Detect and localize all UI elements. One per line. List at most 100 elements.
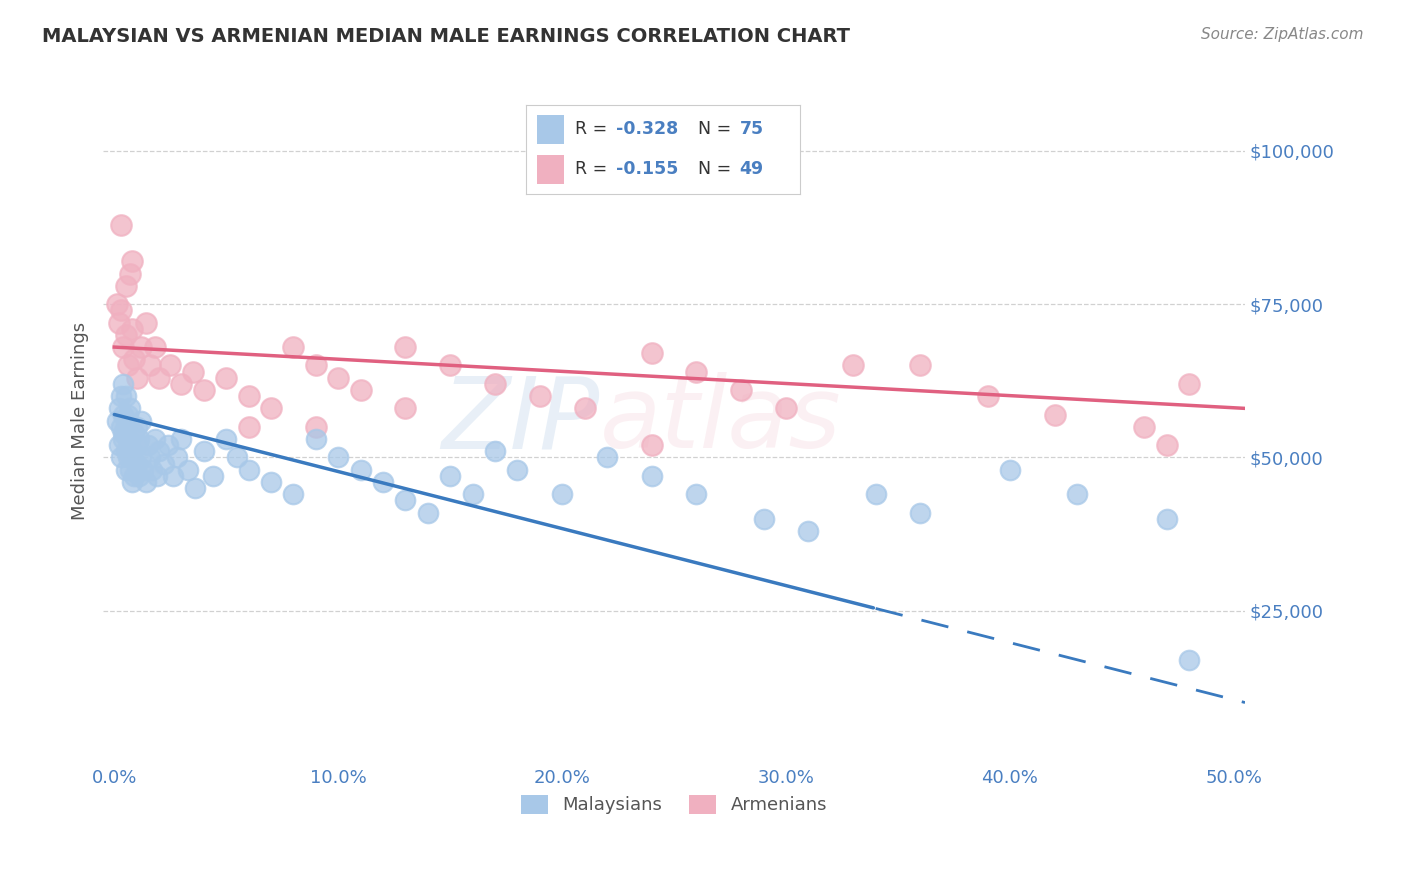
Point [110, 303, 132, 318]
Point [439, 468, 461, 483]
Point [143, 432, 166, 446]
Point [146, 468, 169, 483]
Point [506, 463, 529, 477]
Point [226, 450, 249, 465]
Point [775, 401, 797, 416]
Point [129, 450, 152, 465]
Point [349, 383, 371, 397]
Point [865, 487, 887, 501]
Point [148, 370, 170, 384]
Point [117, 359, 139, 373]
Point [730, 383, 752, 397]
Text: MALAYSIAN VS ARMENIAN MEDIAN MALE EARNINGS CORRELATION CHART: MALAYSIAN VS ARMENIAN MEDIAN MALE EARNIN… [42, 27, 851, 45]
Point [110, 389, 132, 403]
Point [121, 475, 143, 489]
Point [1133, 419, 1156, 434]
Point [114, 463, 136, 477]
Point [114, 327, 136, 342]
Point [128, 468, 150, 483]
Point [124, 425, 146, 440]
Point [124, 468, 146, 483]
Point [118, 463, 141, 477]
Point [128, 432, 150, 446]
Point [181, 365, 204, 379]
Legend: Malaysians, Armenians: Malaysians, Armenians [512, 786, 837, 823]
Point [328, 450, 350, 465]
Point [484, 444, 506, 458]
Point [139, 450, 162, 465]
Point [1156, 511, 1178, 525]
Point [238, 419, 260, 434]
Point [305, 359, 328, 373]
Point [574, 401, 596, 416]
Point [170, 376, 193, 391]
Point [842, 359, 865, 373]
Point [132, 463, 155, 477]
Point [998, 463, 1021, 477]
Point [283, 487, 305, 501]
Point [125, 419, 148, 434]
Point [118, 401, 141, 416]
Point [107, 316, 129, 330]
Point [170, 432, 193, 446]
Point [152, 457, 174, 471]
Point [118, 267, 141, 281]
Point [121, 450, 143, 465]
Point [416, 506, 439, 520]
Point [143, 340, 166, 354]
Point [135, 475, 157, 489]
Point [110, 450, 132, 465]
Point [121, 254, 143, 268]
Point [129, 414, 152, 428]
Point [685, 487, 707, 501]
Point [752, 511, 775, 525]
Point [121, 322, 143, 336]
Point [107, 438, 129, 452]
Point [110, 218, 132, 232]
Point [112, 340, 135, 354]
Point [260, 475, 283, 489]
Point [129, 340, 152, 354]
Point [215, 432, 238, 446]
Point [124, 352, 146, 367]
Point [114, 389, 136, 403]
Point [148, 444, 170, 458]
Point [112, 376, 135, 391]
Point [105, 297, 128, 311]
Point [114, 444, 136, 458]
Point [201, 468, 224, 483]
Point [118, 438, 141, 452]
Point [125, 438, 148, 452]
Point [136, 438, 159, 452]
Point [117, 432, 139, 446]
Point [394, 401, 416, 416]
Point [159, 359, 181, 373]
Point [193, 383, 215, 397]
Point [117, 408, 139, 422]
Point [910, 506, 932, 520]
Point [1178, 653, 1201, 667]
Point [394, 493, 416, 508]
Point [139, 359, 162, 373]
Point [107, 401, 129, 416]
Point [551, 487, 574, 501]
Point [238, 463, 260, 477]
Point [157, 438, 180, 452]
Point [135, 316, 157, 330]
Point [976, 389, 998, 403]
Point [283, 340, 305, 354]
Point [105, 414, 128, 428]
Point [215, 370, 238, 384]
Point [125, 370, 148, 384]
Point [177, 463, 200, 477]
Text: Source: ZipAtlas.com: Source: ZipAtlas.com [1201, 27, 1364, 42]
Point [529, 389, 551, 403]
Point [114, 278, 136, 293]
Point [112, 432, 135, 446]
Point [1178, 376, 1201, 391]
Point [685, 365, 707, 379]
Point [184, 481, 207, 495]
Point [349, 463, 371, 477]
Point [110, 419, 132, 434]
Text: ZIP: ZIP [441, 372, 600, 469]
